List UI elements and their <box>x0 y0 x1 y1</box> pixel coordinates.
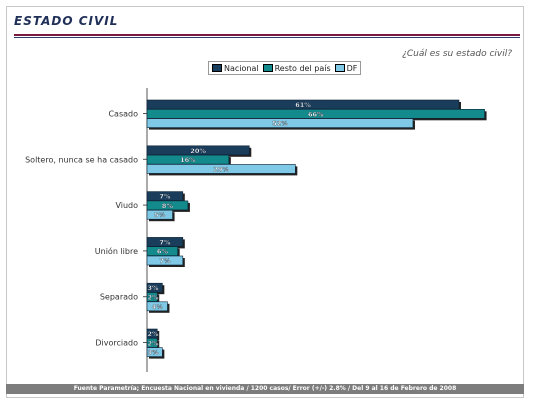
data-label: 3% <box>147 349 159 357</box>
data-label: 61% <box>295 101 311 109</box>
title-rule-blue <box>14 37 520 38</box>
bar <box>146 164 296 174</box>
bar-chart: Casado 61%66% 52% Soltero, nunca se ha casa… <box>25 88 487 372</box>
survey-question: ¿Cuál es su estado civil? <box>402 49 512 59</box>
chart-legend: Nacional Resto del país DF <box>208 61 362 75</box>
data-label: 29% <box>213 165 229 173</box>
bar <box>146 200 189 211</box>
data-label: 7% <box>159 238 171 246</box>
legend-label-resto: Resto del país <box>274 63 331 73</box>
source-footer: Fuente Parametría; Encuesta Nacional en … <box>6 384 524 394</box>
category-label: Soltero, nunca se ha casado <box>25 155 138 164</box>
category-label: Viudo <box>115 201 138 210</box>
bar <box>146 246 178 256</box>
data-label: 5% <box>154 211 166 219</box>
legend-item-df: DF <box>334 63 358 73</box>
bar <box>146 99 460 110</box>
legend-item-resto: Resto del país <box>262 63 331 73</box>
data-label: 2% <box>147 330 159 338</box>
bar <box>146 209 173 220</box>
data-label: 52% <box>272 120 288 128</box>
bar <box>146 255 184 266</box>
legend-item-nacional: Nacional <box>212 64 259 73</box>
data-label: 2% <box>147 339 159 347</box>
legend-label-df: DF <box>346 63 358 73</box>
category-label: Divorciado <box>95 339 138 348</box>
data-label: 3% <box>147 284 159 292</box>
category-label: Separado <box>100 293 138 302</box>
data-label: 6% <box>157 248 169 256</box>
bar <box>146 337 158 348</box>
data-label: 2% <box>147 294 159 302</box>
legend-swatch-nacional <box>212 64 222 72</box>
data-label: 4% <box>152 303 164 311</box>
data-label: 7% <box>159 257 171 265</box>
bar <box>146 118 414 128</box>
data-label: 20% <box>190 147 206 155</box>
legend-swatch-df <box>334 64 345 72</box>
bar <box>146 301 168 312</box>
category-label: Casado <box>108 110 138 119</box>
data-label: 7% <box>159 193 171 201</box>
bar <box>146 237 184 247</box>
bar <box>146 347 163 357</box>
legend-label-nacional: Nacional <box>224 63 259 73</box>
data-label: 8% <box>162 202 174 210</box>
category-label: Unión libre <box>95 246 138 256</box>
bar <box>146 145 250 156</box>
data-label: 66% <box>308 110 324 118</box>
legend-swatch-resto <box>262 64 273 72</box>
data-label: 16% <box>180 156 196 164</box>
page-title: ESTADO CIVIL <box>14 14 119 28</box>
title-rule-red <box>14 34 520 36</box>
